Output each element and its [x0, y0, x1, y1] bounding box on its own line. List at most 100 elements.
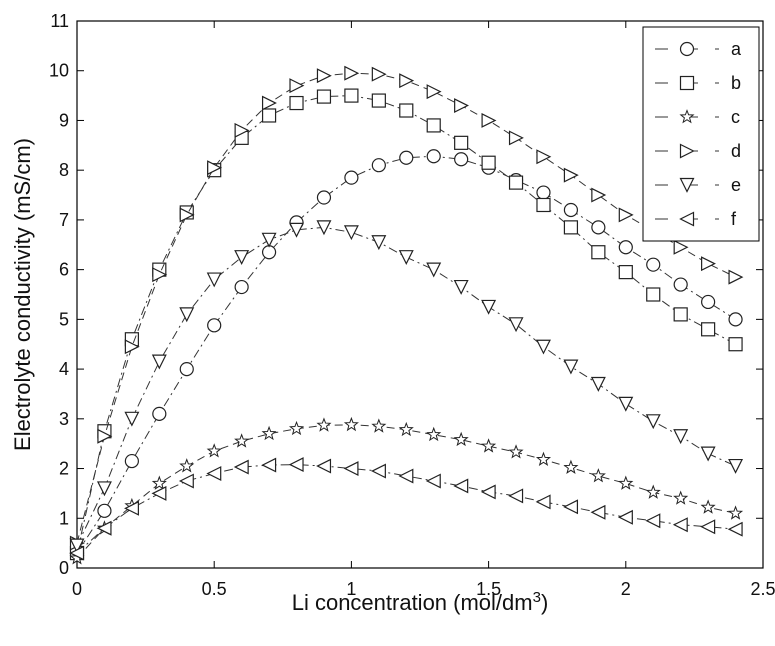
y-tick-label: 5 — [59, 309, 69, 329]
data-point-d — [234, 122, 250, 138]
data-point-b — [399, 103, 414, 118]
data-point-f — [425, 473, 441, 489]
legend-box — [642, 26, 760, 242]
data-point-f — [370, 463, 386, 479]
data-point-f — [617, 509, 633, 525]
data-point-e — [289, 222, 304, 238]
data-point-c — [700, 499, 716, 514]
legend-entry-a: a — [655, 39, 742, 59]
legend-marker-f — [679, 211, 695, 227]
data-point-f — [563, 499, 579, 515]
data-point-d — [179, 207, 195, 223]
data-point-a — [618, 240, 633, 255]
data-point-f — [178, 473, 194, 489]
legend-marker-c — [679, 109, 695, 124]
data-point-f — [261, 457, 277, 473]
data-point-d — [701, 256, 716, 272]
data-point-b — [646, 287, 661, 302]
data-point-c — [398, 421, 414, 437]
legend-marker-b — [679, 75, 695, 91]
data-point-b — [426, 118, 441, 133]
data-point-d — [261, 95, 277, 111]
data-point-c — [234, 433, 250, 448]
data-point-e — [371, 235, 387, 251]
y-tick-label: 3 — [59, 409, 69, 429]
data-point-e — [426, 262, 442, 278]
x-tick-label: 2.5 — [750, 579, 775, 599]
data-point-e — [96, 481, 112, 497]
x-axis-title: Li concentration (mol/dm3) — [292, 589, 549, 616]
y-tick-label: 8 — [59, 160, 69, 180]
data-point-c — [481, 438, 497, 453]
x-tick-label: 1.5 — [476, 579, 501, 599]
data-point-d — [316, 68, 332, 84]
data-point-a — [371, 158, 386, 173]
legend-marker-a — [679, 41, 695, 57]
y-axis-title: Electrolyte conductivity (mS/cm) — [10, 138, 35, 451]
data-point-b — [673, 307, 688, 322]
y-tick-label: 9 — [59, 110, 69, 130]
y-tick-label: 2 — [59, 459, 69, 479]
data-point-e — [481, 299, 497, 315]
legend-entry-c: c — [655, 107, 740, 127]
data-point-e — [124, 411, 140, 427]
data-point-a — [673, 277, 688, 292]
data-point-d — [454, 98, 470, 114]
data-point-e — [398, 250, 414, 266]
data-point-b — [454, 135, 469, 150]
x-tick-label: 0.5 — [202, 579, 227, 599]
data-point-b — [481, 155, 496, 170]
data-point-c — [343, 416, 359, 432]
legend-label-b: b — [731, 73, 741, 93]
data-point-f — [453, 478, 469, 494]
data-point-c — [206, 443, 222, 458]
data-point-c — [261, 425, 277, 441]
data-point-a — [426, 149, 441, 164]
data-point-e — [508, 317, 524, 333]
data-point-e — [563, 359, 579, 375]
data-point-d — [481, 112, 497, 128]
legend-label-f: f — [731, 209, 737, 229]
data-point-d — [591, 187, 607, 203]
data-point-e — [316, 220, 332, 236]
y-tick-label: 11 — [50, 11, 69, 31]
data-point-a — [234, 279, 249, 295]
series-f — [69, 457, 743, 561]
data-point-d — [536, 149, 552, 165]
data-point-c — [728, 505, 744, 520]
data-point-a — [179, 361, 194, 377]
data-point-b — [701, 322, 716, 337]
data-point-f — [288, 457, 304, 473]
data-point-d — [508, 130, 524, 146]
data-point-b — [371, 93, 386, 108]
data-point-b — [618, 265, 633, 280]
data-point-e — [206, 272, 222, 288]
data-point-e — [261, 232, 277, 248]
legend-label-a: a — [731, 39, 742, 59]
data-point-e — [151, 354, 167, 370]
series-c — [69, 416, 744, 565]
data-point-a — [124, 453, 139, 469]
data-point-e — [536, 339, 551, 355]
data-point-f — [727, 521, 743, 537]
data-point-d — [399, 73, 415, 89]
data-point-b — [344, 88, 359, 103]
data-point-a — [591, 220, 606, 235]
data-point-c — [535, 451, 552, 467]
data-point-d — [563, 167, 579, 183]
data-point-a — [207, 318, 222, 333]
legend-entry-b: b — [655, 73, 741, 93]
legend-entry-e: e — [655, 175, 741, 195]
data-point-f — [124, 500, 139, 516]
legend-label-d: d — [731, 141, 741, 161]
y-tick-label: 10 — [49, 61, 69, 81]
data-point-d — [426, 84, 442, 100]
x-tick-label: 0 — [72, 579, 82, 599]
data-point-f — [480, 484, 496, 500]
data-point-a — [701, 294, 716, 310]
data-point-f — [96, 520, 112, 536]
data-point-e — [673, 429, 689, 445]
data-point-d — [371, 66, 387, 82]
